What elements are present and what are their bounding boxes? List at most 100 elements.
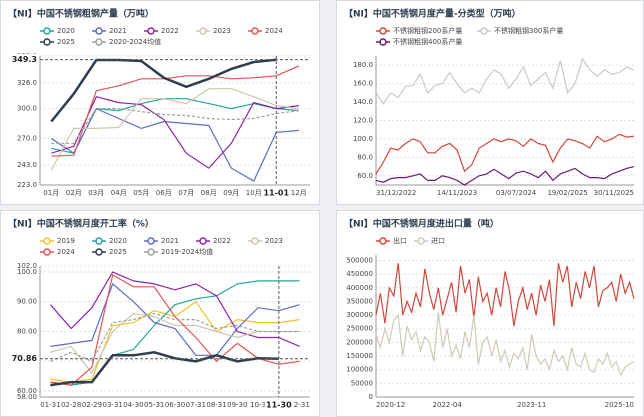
cursor-x-label: 11-30 bbox=[266, 401, 292, 410]
legend-marker bbox=[417, 237, 425, 245]
series-line bbox=[50, 58, 277, 123]
y-tick-label: 500000 bbox=[346, 256, 373, 264]
x-tick-label: 02-29 bbox=[82, 401, 102, 409]
panel bbox=[0, 0, 320, 205]
legend-marker bbox=[95, 237, 103, 245]
legend-label: 2023 bbox=[213, 27, 231, 35]
x-tick-label: 10-3 bbox=[250, 401, 266, 409]
y-tick-label: 50000 bbox=[351, 379, 373, 387]
y-tick-label: 120.0 bbox=[353, 117, 373, 125]
x-tick-label: 03月 bbox=[88, 189, 104, 197]
legend-label: 2023 bbox=[265, 237, 283, 245]
legend-marker bbox=[43, 237, 51, 245]
y-tick-label: 300.0 bbox=[17, 105, 37, 113]
x-tick-label: 07月 bbox=[178, 189, 194, 197]
x-tick-label: 01-31 bbox=[40, 401, 60, 409]
x-tick-label: 01月 bbox=[43, 189, 59, 197]
legend-marker bbox=[147, 248, 155, 256]
series-line bbox=[51, 65, 300, 157]
y-tick-label: 102.0 bbox=[17, 262, 37, 270]
x-tick-label: 03-31 bbox=[103, 401, 123, 409]
x-tick-label: 08-31 bbox=[206, 401, 226, 409]
legend-marker bbox=[379, 237, 387, 245]
legend-label: 2024 bbox=[57, 248, 75, 256]
x-tick-label: 05月 bbox=[133, 189, 149, 197]
series-line bbox=[50, 351, 279, 387]
y-tick-label: 450000 bbox=[346, 270, 373, 278]
x-tick-label: 07-31 bbox=[186, 401, 206, 409]
legend-label: 2021 bbox=[161, 237, 179, 245]
y-tick-label: 350000 bbox=[346, 297, 373, 305]
y-tick-label: 80.0 bbox=[357, 153, 373, 161]
cursor-x-box bbox=[264, 399, 293, 411]
legend-label: 2020-2024均值 bbox=[109, 37, 161, 46]
y-tick-label: 160.0 bbox=[353, 80, 373, 88]
series-line bbox=[50, 312, 300, 375]
chart-title: 【NI】中国不锈钢月度开工率（%） bbox=[8, 218, 154, 230]
legend-marker bbox=[480, 27, 488, 35]
y-tick-label: 140.0 bbox=[353, 98, 373, 106]
x-tick-label: 05-31 bbox=[144, 401, 164, 409]
x-tick-label: 12-31 bbox=[289, 401, 309, 409]
legend-label: 2020 bbox=[109, 237, 127, 245]
y-tick-label: 400000 bbox=[346, 284, 373, 292]
legend-label: 不锈钢粗钢400系产量 bbox=[393, 37, 462, 46]
legend-marker bbox=[43, 27, 51, 35]
y-tick-label: 200000 bbox=[346, 338, 373, 346]
x-tick-label: 14/11/2023 bbox=[437, 189, 477, 197]
legend-label: 2025 bbox=[109, 248, 127, 256]
x-tick-label: 02月 bbox=[66, 189, 82, 197]
cursor-y-label: 349.3 bbox=[12, 55, 37, 64]
y-tick-label: 100000 bbox=[346, 366, 373, 374]
series-line bbox=[49, 271, 300, 347]
series-line bbox=[375, 133, 635, 175]
legend-label: 2025 bbox=[57, 38, 75, 46]
y-tick-label: 223.0 bbox=[17, 181, 37, 189]
x-tick-label: 04月 bbox=[111, 189, 127, 197]
y-tick-label: 300000 bbox=[346, 311, 373, 319]
cursor-y-label: 70.86 bbox=[12, 354, 38, 363]
series-line bbox=[375, 166, 635, 186]
y-tick-label: 0 bbox=[369, 393, 373, 401]
chart-title: 【NI】中国不锈钢粗钢产量（万吨） bbox=[8, 8, 154, 20]
legend-marker bbox=[251, 237, 259, 245]
y-tick-label: 58.00 bbox=[17, 393, 37, 401]
y-tick-label: 180.0 bbox=[353, 61, 373, 69]
chart-title: 【NI】中国不锈钢月度产量-分类型（万吨） bbox=[344, 8, 521, 20]
legend-label: 2019-2024均值 bbox=[161, 247, 213, 256]
x-tick-label: 30/11/2025 bbox=[594, 189, 634, 197]
x-tick-label: 06-30 bbox=[165, 401, 185, 409]
legend-marker bbox=[95, 27, 103, 35]
y-tick-label: 90.00 bbox=[17, 298, 37, 306]
x-tick-label: 19/02/2025 bbox=[547, 189, 587, 197]
x-tick-label: 31/12/2022 bbox=[376, 189, 416, 197]
series-line bbox=[50, 282, 300, 356]
series-line bbox=[50, 312, 300, 363]
x-tick-label: 2025-10 bbox=[605, 401, 634, 409]
legend-label: 进口 bbox=[431, 237, 445, 245]
legend-label: 2019 bbox=[57, 237, 75, 245]
chart-title: 【NI】中国不锈钢月度进出口量（吨） bbox=[344, 218, 499, 230]
legend-label: 不锈钢粗钢200系产量 bbox=[393, 26, 462, 35]
x-tick-label: 06月 bbox=[156, 189, 172, 197]
legend-marker bbox=[43, 38, 51, 46]
x-tick-label: 2020-12 bbox=[376, 401, 405, 409]
legend-marker bbox=[251, 27, 259, 35]
cursor-x-box bbox=[262, 187, 291, 199]
legend-marker bbox=[199, 27, 207, 35]
legend-marker bbox=[95, 248, 103, 256]
y-tick-label: 100.0 bbox=[353, 135, 373, 143]
y-tick-label: 270.0 bbox=[17, 134, 37, 142]
y-tick-label: 150000 bbox=[346, 352, 373, 360]
y-tick-label: 60.0 bbox=[357, 172, 373, 180]
y-tick-label: 243.0 bbox=[17, 161, 37, 169]
legend-label: 2022 bbox=[213, 237, 231, 245]
cursor-y-box bbox=[4, 352, 39, 365]
cursor-x-label: 11-01 bbox=[263, 189, 289, 198]
series-line bbox=[375, 263, 635, 327]
legend-marker bbox=[147, 237, 155, 245]
x-tick-label: 09月 bbox=[223, 189, 239, 197]
legend-marker bbox=[199, 237, 207, 245]
legend-label: 2024 bbox=[265, 27, 283, 35]
legend-marker bbox=[147, 27, 155, 35]
